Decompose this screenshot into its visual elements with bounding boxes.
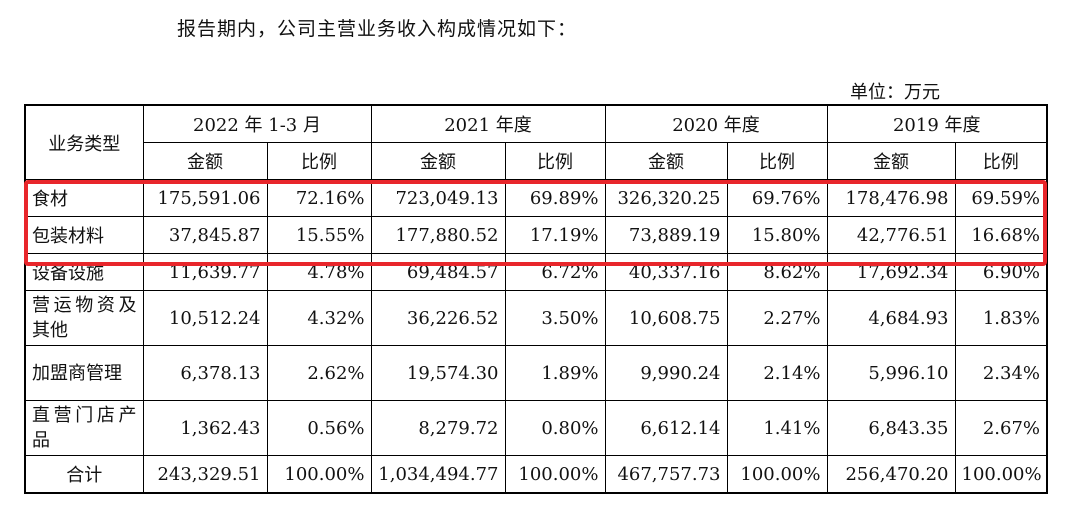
ratio-cell: 17.19% bbox=[504, 216, 606, 254]
amount-cell: 243,329.51 bbox=[142, 455, 268, 494]
table-row: 营运物资及其他 10,512.24 4.32% 36,226.52 3.50% 10,60… bbox=[24, 290, 1048, 346]
ratio-header: 比例 bbox=[504, 142, 606, 180]
category-cell: 食材 bbox=[24, 179, 144, 217]
table-body: 食材 175,591.06 72.16% 723,049.13 69.89% 326,32… bbox=[24, 179, 1048, 494]
amount-cell: 10,608.75 bbox=[604, 290, 728, 346]
table-row: 设备设施 11,639.77 4.78% 69,484.57 6.72% 40,337.1… bbox=[24, 253, 1048, 291]
ratio-cell: 6.72% bbox=[504, 253, 606, 291]
table-row: 直营门店产品 1,362.43 0.56% 8,279.72 0.80% 6,612.14… bbox=[24, 400, 1048, 456]
ratio-cell: 100.00% bbox=[504, 455, 606, 494]
amount-cell: 6,612.14 bbox=[604, 400, 728, 456]
period-header: 2020 年度 bbox=[604, 104, 828, 143]
amount-cell: 37,845.87 bbox=[142, 216, 268, 254]
ratio-header: 比例 bbox=[726, 142, 828, 180]
ratio-cell: 2.34% bbox=[954, 345, 1048, 401]
amount-cell: 256,470.20 bbox=[826, 455, 956, 494]
ratio-cell: 4.78% bbox=[266, 253, 372, 291]
ratio-cell: 2.67% bbox=[954, 400, 1048, 456]
ratio-cell: 100.00% bbox=[726, 455, 828, 494]
ratio-cell: 1.89% bbox=[504, 345, 606, 401]
amount-cell: 42,776.51 bbox=[826, 216, 956, 254]
amount-cell: 6,843.35 bbox=[826, 400, 956, 456]
amount-cell: 4,684.93 bbox=[826, 290, 956, 346]
amount-cell: 1,034,494.77 bbox=[370, 455, 506, 494]
revenue-table: 业务类型 2022 年 1-3 月 2021 年度 2020 年度 2019 年… bbox=[24, 104, 1048, 494]
ratio-header: 比例 bbox=[266, 142, 372, 180]
amount-header: 金额 bbox=[370, 142, 506, 180]
amount-cell: 177,880.52 bbox=[370, 216, 506, 254]
category-cell: 合计 bbox=[24, 455, 144, 494]
amount-header: 金额 bbox=[826, 142, 956, 180]
ratio-cell: 1.83% bbox=[954, 290, 1048, 346]
ratio-cell: 4.32% bbox=[266, 290, 372, 346]
amount-cell: 5,996.10 bbox=[826, 345, 956, 401]
amount-cell: 326,320.25 bbox=[604, 179, 728, 217]
table-row: 包装材料 37,845.87 15.55% 177,880.52 17.19% 73,88… bbox=[24, 216, 1048, 254]
ratio-header: 比例 bbox=[954, 142, 1048, 180]
ratio-cell: 0.56% bbox=[266, 400, 372, 456]
category-cell: 设备设施 bbox=[24, 253, 144, 291]
amount-header: 金额 bbox=[142, 142, 268, 180]
ratio-cell: 72.16% bbox=[266, 179, 372, 217]
ratio-cell: 100.00% bbox=[954, 455, 1048, 494]
amount-cell: 36,226.52 bbox=[370, 290, 506, 346]
amount-cell: 69,484.57 bbox=[370, 253, 506, 291]
ratio-cell: 16.68% bbox=[954, 216, 1048, 254]
category-cell: 营运物资及其他 bbox=[24, 290, 144, 346]
ratio-cell: 100.00% bbox=[266, 455, 372, 494]
amount-header: 金额 bbox=[604, 142, 728, 180]
ratio-cell: 8.62% bbox=[726, 253, 828, 291]
ratio-cell: 69.89% bbox=[504, 179, 606, 217]
ratio-cell: 15.55% bbox=[266, 216, 372, 254]
ratio-cell: 1.41% bbox=[726, 400, 828, 456]
ratio-cell: 0.80% bbox=[504, 400, 606, 456]
amount-cell: 19,574.30 bbox=[370, 345, 506, 401]
ratio-cell: 6.90% bbox=[954, 253, 1048, 291]
amount-cell: 73,889.19 bbox=[604, 216, 728, 254]
table-row: 加盟商管理 6,378.13 2.62% 19,574.30 1.89% 9,990.24… bbox=[24, 345, 1048, 401]
table-row: 食材 175,591.06 72.16% 723,049.13 69.89% 326,32… bbox=[24, 179, 1048, 217]
category-cell: 包装材料 bbox=[24, 216, 144, 254]
amount-cell: 178,476.98 bbox=[826, 179, 956, 217]
category-cell: 加盟商管理 bbox=[24, 345, 144, 401]
corner-label: 业务类型 bbox=[24, 104, 144, 180]
amount-cell: 11,639.77 bbox=[142, 253, 268, 291]
amount-cell: 40,337.16 bbox=[604, 253, 728, 291]
amount-cell: 8,279.72 bbox=[370, 400, 506, 456]
ratio-cell: 3.50% bbox=[504, 290, 606, 346]
ratio-cell: 15.80% bbox=[726, 216, 828, 254]
total-row: 合计 243,329.51 100.00% 1,034,494.77 100.00% 46… bbox=[24, 455, 1048, 494]
period-header: 2021 年度 bbox=[370, 104, 606, 143]
ratio-cell: 2.27% bbox=[726, 290, 828, 346]
intro-text: 报告期内，公司主营业务收入构成情况如下： bbox=[177, 18, 578, 40]
header-row-columns: 金额 比例 金额 比例 金额 比例 金额 比例 bbox=[25, 142, 1048, 180]
header-row-periods: 业务类型 2022 年 1-3 月 2021 年度 2020 年度 2019 年… bbox=[24, 104, 1048, 180]
ratio-cell: 2.14% bbox=[726, 345, 828, 401]
period-header: 2022 年 1-3 月 bbox=[142, 104, 372, 143]
unit-label: 单位：万元 bbox=[850, 82, 940, 103]
amount-cell: 10,512.24 bbox=[142, 290, 268, 346]
category-cell: 直营门店产品 bbox=[24, 400, 144, 456]
amount-cell: 6,378.13 bbox=[142, 345, 268, 401]
amount-cell: 467,757.73 bbox=[604, 455, 728, 494]
amount-cell: 723,049.13 bbox=[370, 179, 506, 217]
period-header: 2019 年度 bbox=[826, 104, 1048, 143]
ratio-cell: 69.76% bbox=[726, 179, 828, 217]
amount-cell: 175,591.06 bbox=[142, 179, 268, 217]
ratio-cell: 2.62% bbox=[266, 345, 372, 401]
amount-cell: 9,990.24 bbox=[604, 345, 728, 401]
ratio-cell: 69.59% bbox=[954, 179, 1048, 217]
amount-cell: 1,362.43 bbox=[142, 400, 268, 456]
amount-cell: 17,692.34 bbox=[826, 253, 956, 291]
